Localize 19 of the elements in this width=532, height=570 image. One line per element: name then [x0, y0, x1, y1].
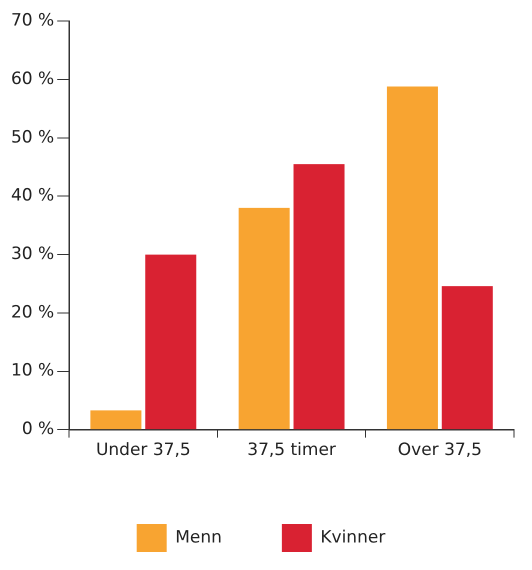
bar [145, 254, 196, 430]
bar [294, 164, 345, 430]
y-tick-label: 40 % [10, 186, 54, 206]
y-tick-label: 0 % [22, 419, 54, 440]
bar [238, 208, 290, 430]
y-tick-label: 60 % [10, 68, 54, 89]
y-tick-label: 20 % [10, 302, 54, 322]
y-tick-label: 70 % [10, 10, 54, 31]
bar [386, 86, 438, 430]
legend-label: Kvinner [320, 527, 386, 548]
x-tick-label: 37,5 timer [247, 440, 336, 460]
x-tick-label: Under 37,5 [96, 440, 191, 460]
y-tick-label: 30 % [10, 244, 54, 264]
bar [90, 410, 142, 430]
x-tick-label: Over 37,5 [398, 440, 482, 460]
bar [442, 286, 493, 430]
y-tick-label: 50 % [10, 127, 54, 148]
y-tick-label: 10 % [10, 360, 54, 381]
legend-label: Menn [175, 527, 222, 548]
